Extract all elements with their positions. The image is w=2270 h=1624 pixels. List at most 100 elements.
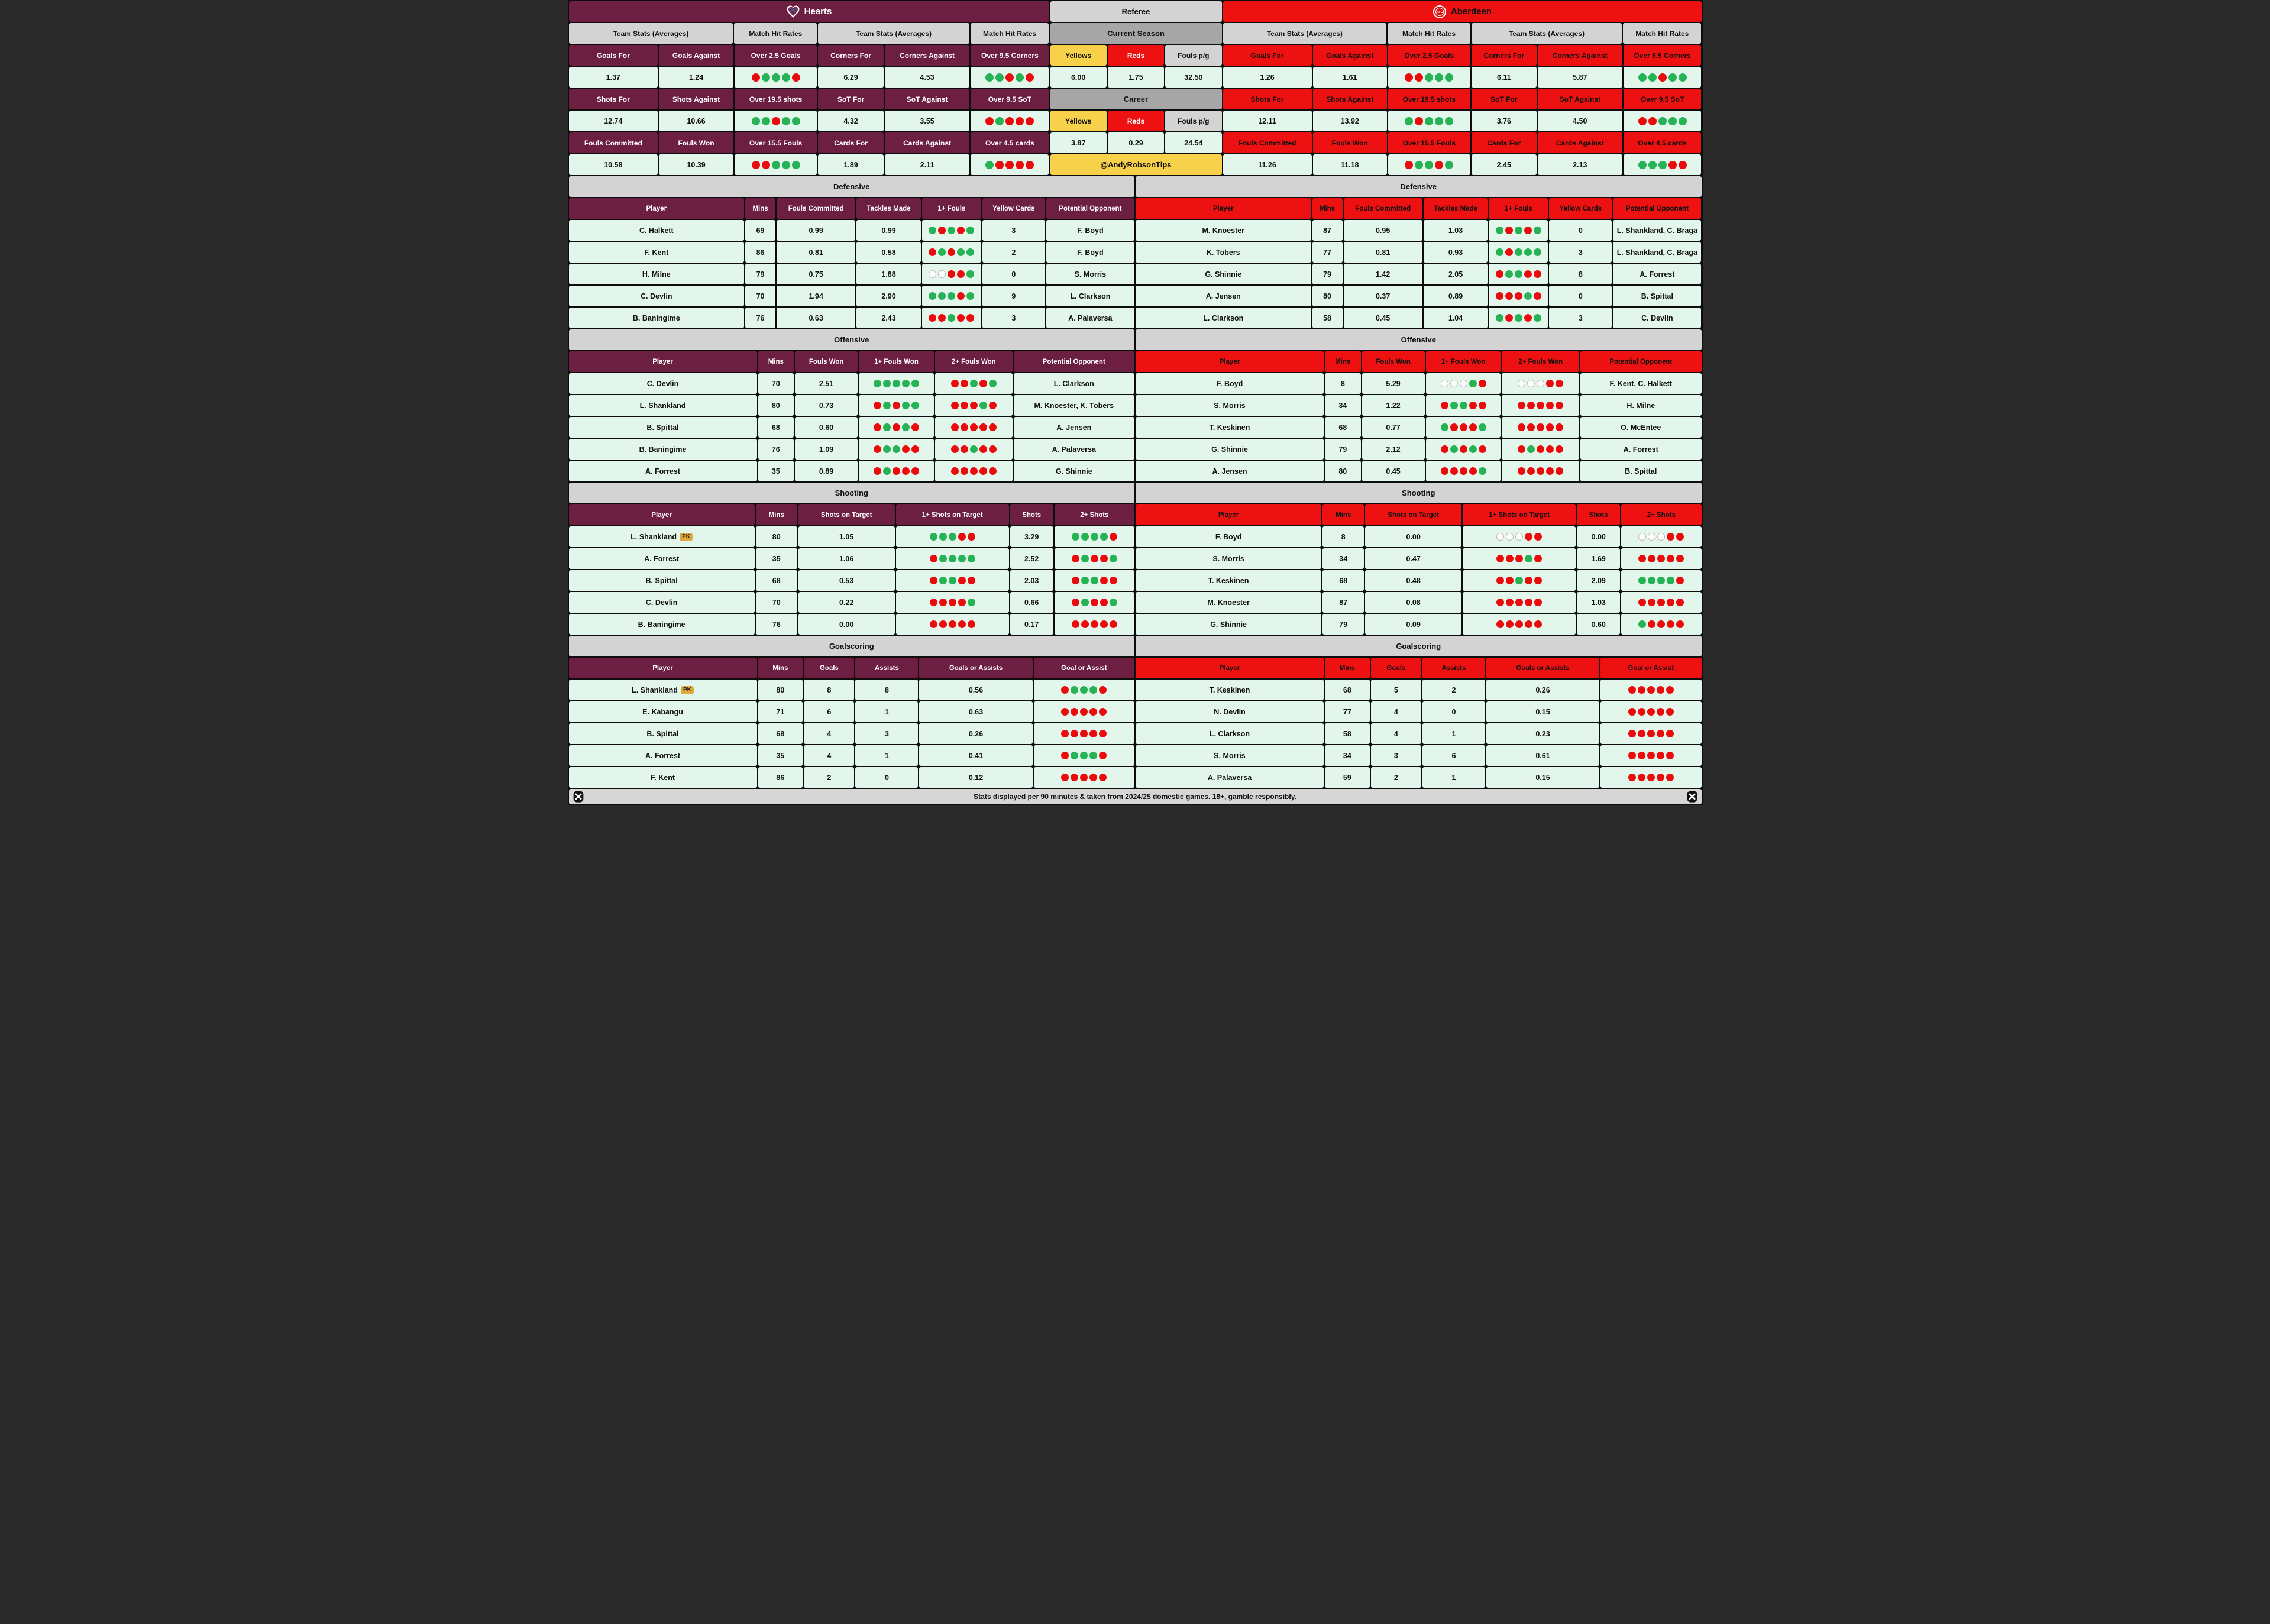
hit-rate-dot-red: [957, 314, 965, 322]
player-name: T. Keskinen: [1209, 423, 1250, 432]
player-name: C. Devlin: [645, 598, 678, 607]
table-row: E. Kabangu 71 6 1 0.63: [568, 701, 1134, 722]
fouls-header: Fouls p/g: [1165, 111, 1222, 131]
hit-rate-dots: [734, 67, 817, 88]
referee-panel: Referee Current Season Yellows Reds Foul…: [1050, 1, 1222, 175]
hit-rate-dot-green: [1445, 160, 1454, 169]
tackles-made-cell: 1.03: [1423, 220, 1488, 241]
hit-rate-dot-red: [948, 599, 956, 606]
table-row: B. Baningime 76 1.09 A. Palaversa: [568, 439, 1134, 460]
player-name: S. Morris: [1214, 401, 1246, 410]
table-row: L. Clarkson 58 4 1 0.23: [1136, 723, 1702, 744]
one-plus-fouls-won-dots: [1425, 373, 1501, 394]
hit-rate-dot-red: [1518, 423, 1526, 431]
table-row: A. Palaversa 59 2 1 0.15: [1136, 767, 1702, 788]
fouls-won-cell: 0.45: [1362, 461, 1425, 481]
stat-header: Goals Against: [1312, 45, 1387, 66]
hit-rate-dot-red: [1637, 686, 1645, 694]
hit-rate-dot-green: [1435, 117, 1444, 125]
hit-rate-dot-empty: [1527, 380, 1535, 387]
aberdeen-shooting-section: Shooting Player Mins Shots on Target 1+ Sho…: [1136, 483, 1702, 635]
player-cell: L. Shankland PK: [568, 526, 755, 547]
column-header: Tackles Made: [856, 198, 921, 219]
column-header: Shots: [1010, 504, 1053, 525]
player-cell: T. Keskinen: [1136, 570, 1322, 591]
hit-rate-dot-red: [1666, 774, 1674, 781]
hit-rate-dot-green: [781, 73, 790, 82]
hit-rate-dot-red: [1657, 555, 1666, 562]
hit-rate-dot-empty: [1638, 533, 1647, 541]
stat-header: Over 19.5 shots: [734, 89, 817, 109]
one-plus-shots-on-target-dots: [895, 592, 1009, 613]
hit-rate-dot-green: [1514, 270, 1522, 278]
hit-rate-dot-red: [1089, 774, 1098, 781]
shots-on-target-cell: 0.47: [1365, 548, 1462, 569]
hit-rate-dot-red: [950, 423, 959, 431]
section-title: Defensive: [1136, 176, 1702, 197]
hit-rate-dot-green: [1524, 248, 1532, 256]
one-plus-shots-on-target-dots: [1463, 570, 1576, 591]
player-cell: S. Morris: [1136, 548, 1322, 569]
shots-on-target-cell: 0.09: [1365, 614, 1462, 635]
player-name: M. Knoester: [1207, 598, 1250, 607]
hit-rate-dot-green: [1495, 248, 1503, 256]
potential-opponent-cell: B. Spittal: [1580, 461, 1702, 481]
hit-rate-dot-red: [771, 117, 780, 125]
hit-rate-dot-green: [1089, 752, 1098, 759]
referee-career-headers: Yellows Reds Fouls p/g: [1050, 111, 1222, 131]
table-row: A. Forrest 35 0.89 G. Shinnie: [568, 461, 1134, 481]
hit-rate-dot-red: [751, 73, 760, 82]
player-cell: L. Clarkson: [1136, 723, 1324, 744]
stat-header: Corners For: [818, 45, 884, 66]
column-header: 2+ Shots: [1054, 504, 1134, 525]
stat-header: Goals For: [1223, 45, 1312, 66]
hit-rate-dot-red: [988, 423, 997, 431]
hit-rate-dot-red: [958, 599, 966, 606]
stat-value: 4.53: [884, 67, 970, 88]
footer: Stats displayed per 90 minutes & taken f…: [568, 789, 1702, 804]
section-title: Offensive: [568, 329, 1134, 350]
hit-rate-dot-red: [1450, 423, 1458, 431]
mins-cell: 80: [755, 526, 797, 547]
hit-rate-dot-green: [1425, 73, 1434, 82]
shots-on-target-cell: 0.48: [1365, 570, 1462, 591]
hearts-team-stats: Goals For Goals Against Over 2.5 Goals Corn…: [568, 45, 1049, 175]
table-row: H. Milne 79 0.75 1.88 0 S. Morris: [568, 264, 1135, 284]
hit-rate-dot-red: [1537, 467, 1545, 475]
hit-rate-dot-red: [1026, 160, 1034, 169]
assists-cell: 8: [855, 680, 919, 700]
column-header: Fouls Won: [795, 351, 858, 372]
hit-rate-dot-red: [1676, 599, 1684, 606]
hit-rate-dot-red: [1537, 402, 1545, 409]
mins-cell: 80: [758, 395, 794, 416]
stat-value: 10.58: [568, 154, 658, 175]
hit-rate-dot-green: [893, 445, 901, 453]
hit-rate-dot-red: [1100, 620, 1108, 628]
hit-rate-dot-red: [1647, 774, 1655, 781]
stat-value: 4.32: [818, 111, 884, 131]
hit-rate-dot-green: [911, 402, 920, 409]
two-plus-fouls-won-dots: [1502, 417, 1580, 438]
hit-rate-dot-red: [1524, 270, 1532, 278]
hit-rate-dot-green: [1440, 423, 1448, 431]
hit-rate-dot-red: [1090, 599, 1098, 606]
goal-or-assist-dots: [1600, 701, 1702, 722]
mins-cell: 87: [1312, 220, 1343, 241]
hit-rate-dot-red: [1089, 708, 1098, 716]
hit-rate-dot-red: [1648, 599, 1656, 606]
section-title: Offensive: [1136, 329, 1702, 350]
shots-cell: 2.09: [1577, 570, 1621, 591]
reds-header: Reds: [1107, 111, 1165, 131]
one-plus-fouls-won-dots: [1425, 461, 1501, 481]
hit-rate-dot-red: [1656, 708, 1664, 716]
hit-rate-dot-green: [929, 292, 937, 300]
hit-rate-dot-red: [1478, 445, 1486, 453]
hit-rate-dot-red: [1656, 686, 1664, 694]
hit-rate-dot-empty: [1518, 380, 1526, 387]
hit-rate-dot-green: [1081, 555, 1089, 562]
hit-rate-dot-red: [893, 402, 901, 409]
one-plus-fouls-dots: [1489, 242, 1548, 263]
hit-rate-dot-red: [1515, 555, 1524, 562]
player-name: E. Kabangu: [642, 707, 683, 716]
hit-rate-dot-red: [1109, 620, 1117, 628]
